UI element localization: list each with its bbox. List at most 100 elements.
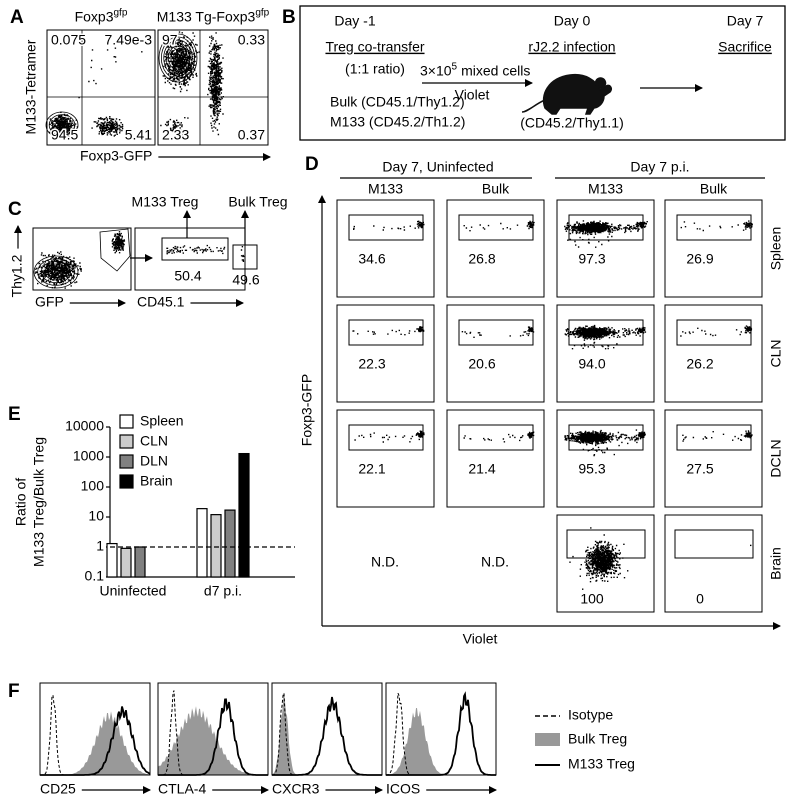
panel-label: C bbox=[8, 199, 22, 220]
cell-value: 26.8 bbox=[468, 251, 495, 267]
event-dots bbox=[160, 117, 189, 136]
plot-frame bbox=[446, 409, 545, 508]
gate-label: M133 Treg bbox=[132, 194, 199, 210]
plot-frame bbox=[46, 29, 156, 146]
y-tick-label: 1000 bbox=[73, 448, 104, 464]
x-tick-label: Uninfected bbox=[100, 583, 167, 599]
legend-label: Brain bbox=[140, 473, 173, 489]
event-dots bbox=[564, 431, 642, 445]
density-contour bbox=[170, 48, 186, 68]
gate bbox=[566, 529, 646, 559]
y-axis-title: M133 Treg/Bulk Treg bbox=[31, 437, 47, 567]
density-contour bbox=[165, 42, 191, 74]
cell-count-exp: 5 bbox=[452, 62, 458, 73]
group-header: Day 7, Uninfected bbox=[382, 159, 493, 175]
plot-frame bbox=[664, 409, 763, 508]
legend-label: CLN bbox=[140, 433, 168, 449]
event-dots bbox=[635, 221, 648, 229]
group-header: Day 7 p.i. bbox=[630, 159, 689, 175]
cell-value: N.D. bbox=[481, 554, 509, 570]
density-contour bbox=[44, 263, 68, 281]
histogram-bulk bbox=[40, 711, 150, 775]
cell-count-text: mixed cells bbox=[461, 63, 530, 79]
bar bbox=[224, 509, 236, 578]
cell-value: 0 bbox=[696, 591, 704, 607]
axis-label: CD45.1 bbox=[137, 294, 185, 310]
cell-value: 22.1 bbox=[358, 461, 385, 477]
legend-swatch bbox=[119, 414, 134, 429]
quadrant-value: 2.33 bbox=[162, 127, 189, 143]
bar bbox=[120, 547, 132, 578]
event-dots bbox=[111, 231, 126, 254]
event-dots bbox=[750, 544, 752, 547]
density-contour bbox=[37, 258, 75, 286]
density-contour bbox=[52, 116, 73, 134]
event-dots bbox=[635, 429, 646, 439]
bar bbox=[210, 514, 222, 578]
cell-value: 34.6 bbox=[358, 251, 385, 267]
gate bbox=[568, 424, 644, 451]
plot-frame bbox=[385, 682, 497, 776]
density-contour bbox=[40, 260, 72, 284]
event-dots bbox=[680, 327, 747, 337]
event-dots bbox=[353, 225, 416, 231]
plot-frame bbox=[271, 682, 383, 776]
density-contour bbox=[175, 54, 181, 62]
step-note: (CD45.2/Thy1.1) bbox=[520, 115, 623, 131]
gate bbox=[676, 424, 752, 451]
gate-label: Bulk Treg bbox=[228, 194, 287, 210]
cell-value: 21.4 bbox=[468, 461, 495, 477]
y-tick-label: 1 bbox=[96, 538, 104, 554]
day-label: Day 7 bbox=[727, 13, 764, 29]
bar bbox=[134, 546, 146, 578]
day-label: Day -1 bbox=[334, 13, 375, 29]
density-contour bbox=[163, 39, 193, 77]
event-dots bbox=[584, 540, 621, 582]
step-label: Sacrifice bbox=[718, 39, 772, 55]
gate bbox=[676, 319, 752, 346]
gate bbox=[348, 214, 424, 241]
cell-value: 20.6 bbox=[468, 356, 495, 372]
legend-label: Bulk Treg bbox=[568, 731, 627, 747]
event-dots bbox=[680, 221, 745, 232]
quadrant-value: 0.37 bbox=[238, 127, 265, 143]
bar bbox=[196, 508, 208, 578]
event-dots bbox=[91, 116, 124, 137]
density-contour bbox=[58, 122, 66, 129]
density-contour bbox=[48, 266, 64, 278]
density-contour bbox=[45, 111, 79, 139]
event-dots bbox=[682, 431, 747, 442]
cell-value: 100 bbox=[580, 591, 604, 607]
gate bbox=[568, 214, 644, 241]
gate bbox=[348, 319, 424, 346]
event-dots bbox=[744, 325, 753, 334]
step-label: rJ2.2 infection bbox=[528, 39, 615, 55]
event-dots bbox=[463, 222, 530, 232]
histogram-bulk bbox=[158, 706, 268, 775]
plot-frame bbox=[134, 227, 246, 291]
plot-frame bbox=[556, 409, 655, 508]
plot-frame bbox=[157, 682, 269, 776]
y-tick-label: 10 bbox=[88, 508, 104, 524]
event-dots bbox=[240, 246, 245, 262]
density-contour bbox=[48, 114, 76, 136]
cell-value: 22.3 bbox=[358, 356, 385, 372]
density-contour bbox=[168, 45, 188, 71]
population-label: M133 (CD45.2/Th1.2) bbox=[330, 114, 465, 130]
axis-label: CD25 bbox=[40, 781, 76, 797]
density-contour bbox=[172, 51, 184, 65]
dye-label: Violet bbox=[455, 87, 490, 103]
legend-label: Spleen bbox=[140, 413, 184, 429]
panel-label: F bbox=[8, 681, 20, 702]
panel-label: B bbox=[282, 7, 296, 28]
density-contour bbox=[55, 119, 69, 131]
plot-frame bbox=[664, 199, 763, 298]
cell-value: N.D. bbox=[371, 554, 399, 570]
event-dots bbox=[564, 222, 640, 234]
quadrant-value: 0.33 bbox=[238, 32, 265, 48]
gate-value: 49.6 bbox=[232, 272, 259, 288]
plot-frame bbox=[32, 227, 132, 291]
row-label: CLN bbox=[768, 339, 784, 367]
y-tick-label: 10000 bbox=[65, 418, 104, 434]
